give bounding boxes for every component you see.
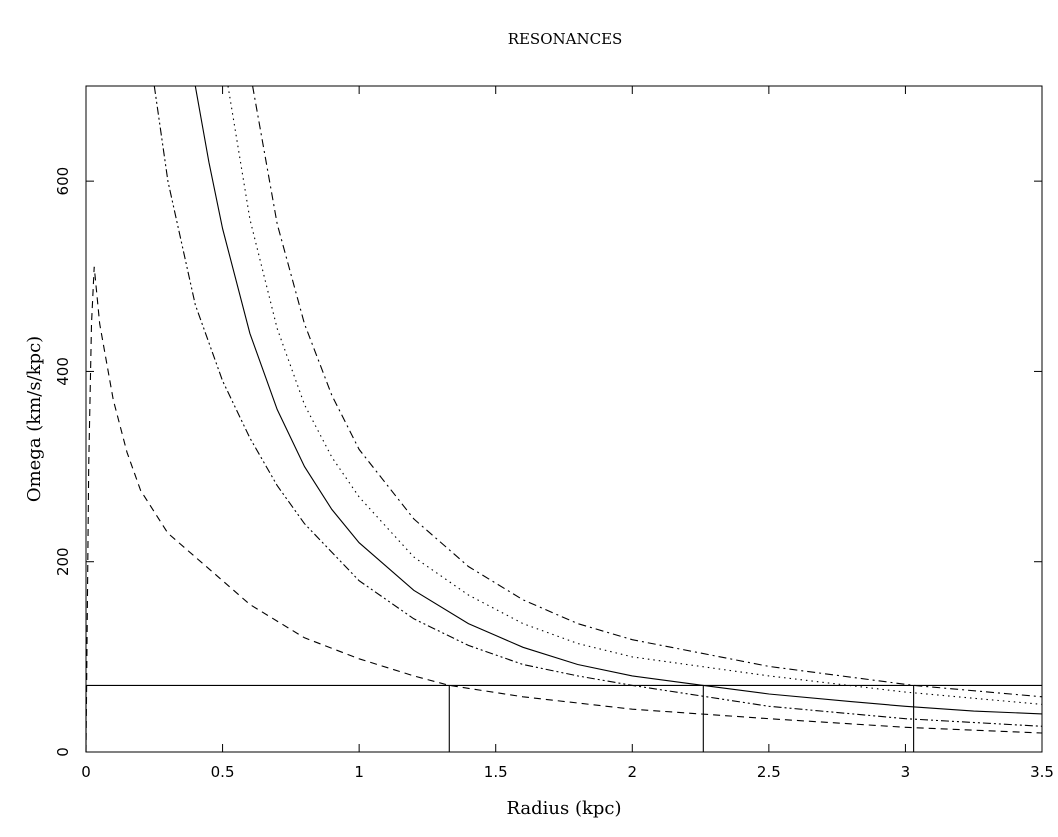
- series-line-dashed: [85, 266, 1043, 753]
- y-tick-label: 400: [54, 357, 72, 386]
- series-line-solid: [194, 85, 1043, 715]
- series-layer: [85, 85, 1043, 753]
- y-tick-label: 0: [54, 747, 72, 757]
- series-line-dash-dot: [252, 85, 1043, 698]
- chart-title: RESONANCES: [508, 30, 623, 48]
- y-tick-label: 200: [54, 547, 72, 576]
- x-tick-label: 3.5: [1030, 763, 1054, 781]
- series-line-dotted: [227, 85, 1043, 705]
- x-tick-label: 3: [901, 763, 911, 781]
- x-tick-label: 1.5: [484, 763, 508, 781]
- x-tick-label: 2.5: [757, 763, 781, 781]
- y-axis-label: Omega (km/s/kpc): [24, 336, 45, 502]
- annotation-layer: [85, 684, 1042, 752]
- ticks-layer: 0 0.5 1 1.5 2 2.5 3 3.5 0 200 400 600: [54, 86, 1054, 781]
- y-tick-label: 600: [54, 167, 72, 196]
- series-line-dash-dot-dot: [153, 85, 1043, 727]
- x-tick-label: 2: [628, 763, 638, 781]
- x-tick-label: 1: [354, 763, 364, 781]
- x-axis-label: Radius (kpc): [506, 798, 621, 819]
- x-tick-label: 0.5: [211, 763, 235, 781]
- plot-frame: [85, 85, 1043, 753]
- x-tick-label: 0: [81, 763, 91, 781]
